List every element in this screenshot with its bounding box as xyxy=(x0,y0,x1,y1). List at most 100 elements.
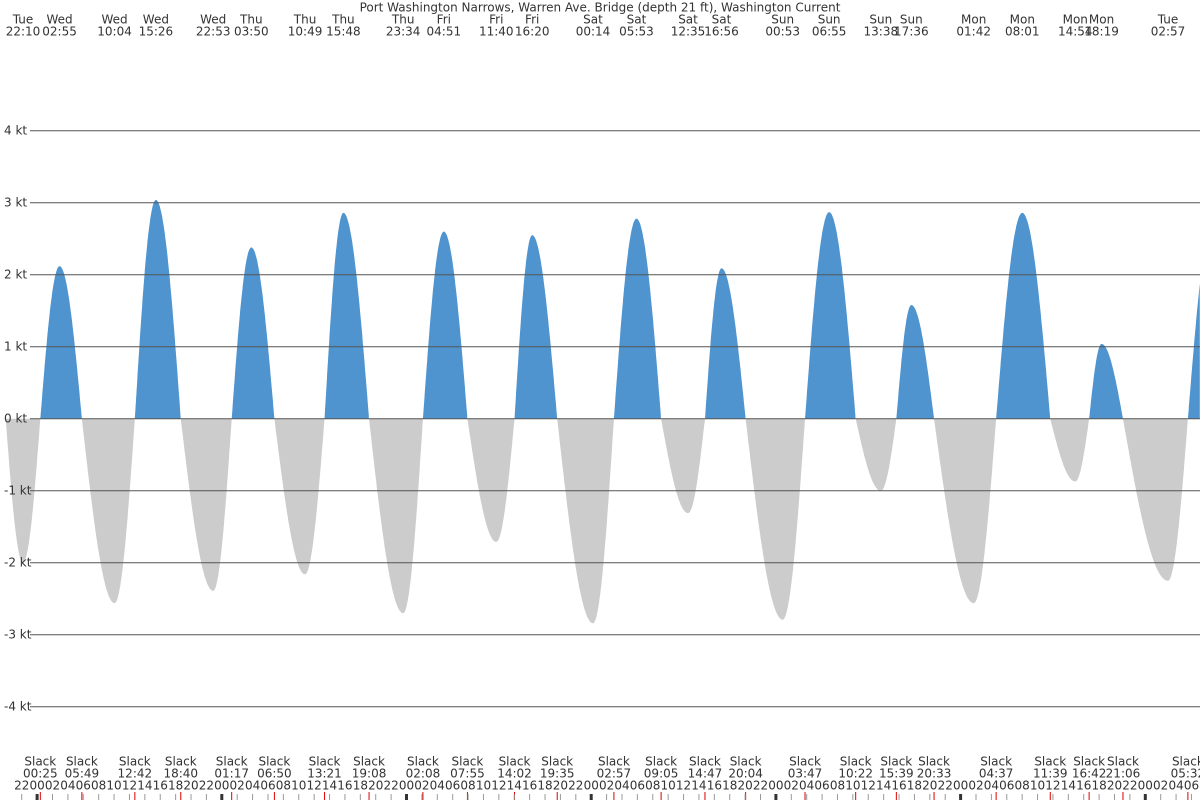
slack-time: 20:33 xyxy=(917,767,952,781)
slack-time: 10:22 xyxy=(838,767,873,781)
slack-time: 13:21 xyxy=(307,767,342,781)
extreme-time: 03:50 xyxy=(234,25,269,39)
slack-time: 05:32 xyxy=(1171,767,1200,781)
extreme-day: Thu xyxy=(331,13,355,27)
hour-label: 12 xyxy=(1045,779,1060,793)
hour-label: 10 xyxy=(1030,779,1045,793)
hour-label: 08 xyxy=(91,779,106,793)
slack-time: 03:47 xyxy=(788,767,823,781)
extreme-day: Wed xyxy=(46,13,72,27)
hour-label: 14 xyxy=(322,779,337,793)
chart-title: Port Washington Narrows, Warren Ave. Bri… xyxy=(360,1,841,15)
flood-lobe xyxy=(134,199,181,419)
slack-time: 14:02 xyxy=(497,767,532,781)
hour-label: 08 xyxy=(645,779,660,793)
hour-label: 14 xyxy=(691,779,706,793)
flood-lobe xyxy=(996,212,1050,419)
extreme-day: Sun xyxy=(869,13,892,27)
hour-label: 20 xyxy=(922,779,937,793)
hour-label: 08 xyxy=(830,779,845,793)
ebb-lobe xyxy=(369,418,423,614)
hour-label: 00 xyxy=(399,779,414,793)
hour-label: 16 xyxy=(337,779,352,793)
slack-label: Slack xyxy=(689,755,721,769)
hour-label: 22 xyxy=(14,779,29,793)
hour-label: 18 xyxy=(353,779,368,793)
hour-label: 10 xyxy=(291,779,306,793)
y-tick-label: -4 kt xyxy=(4,699,32,713)
extreme-time: 06:55 xyxy=(812,25,847,39)
extreme-day: Mon xyxy=(1063,13,1088,27)
flood-lobe xyxy=(613,218,661,419)
y-tick-label: -3 kt xyxy=(4,627,32,641)
extreme-day: Thu xyxy=(391,13,415,27)
slack-label: Slack xyxy=(1107,755,1139,769)
slack-label: Slack xyxy=(119,755,151,769)
ebb-lobe xyxy=(934,418,996,604)
extreme-day: Tue xyxy=(1157,13,1179,27)
hour-label: 00 xyxy=(953,779,968,793)
extreme-day: Fri xyxy=(489,13,503,27)
hour-label: 16 xyxy=(1076,779,1091,793)
hour-label: 14 xyxy=(1061,779,1076,793)
extreme-time: 23:34 xyxy=(386,25,421,39)
ebb-lobe xyxy=(467,418,515,542)
y-tick-label: 1 kt xyxy=(4,339,27,353)
ebb-lobe xyxy=(745,418,805,620)
hour-label: 06 xyxy=(1184,779,1199,793)
extreme-time: 11:40 xyxy=(479,25,514,39)
extreme-day: Tue xyxy=(12,13,34,27)
extreme-day: Thu xyxy=(239,13,263,27)
slack-time: 07:55 xyxy=(450,767,485,781)
hour-label: 22 xyxy=(1122,779,1137,793)
y-tick-label: -2 kt xyxy=(4,555,32,569)
hour-label: 20 xyxy=(368,779,383,793)
slack-label: Slack xyxy=(645,755,677,769)
hour-label: 08 xyxy=(460,779,475,793)
extreme-day: Wed xyxy=(200,13,226,27)
ebb-lobe xyxy=(81,418,135,604)
ebb-lobe xyxy=(1050,418,1090,482)
flood-lobe xyxy=(704,268,746,419)
slack-time: 16:42 xyxy=(1072,767,1107,781)
slack-time: 19:35 xyxy=(540,767,575,781)
slack-label: Slack xyxy=(918,755,950,769)
hour-label: 18 xyxy=(537,779,552,793)
slack-label: Slack xyxy=(499,755,531,769)
slack-time: 05:49 xyxy=(65,767,100,781)
hour-label: 06 xyxy=(814,779,829,793)
flood-lobe xyxy=(514,235,558,419)
extreme-time: 01:42 xyxy=(956,25,991,39)
hour-label: 12 xyxy=(861,779,876,793)
extreme-time: 16:56 xyxy=(704,25,739,39)
hour-label: 02 xyxy=(1153,779,1168,793)
hour-label: 12 xyxy=(491,779,506,793)
hour-label: 22 xyxy=(753,779,768,793)
hour-label: 04 xyxy=(984,779,999,793)
slack-time: 04:37 xyxy=(979,767,1014,781)
ebb-lobe xyxy=(274,418,325,575)
hour-label: 06 xyxy=(445,779,460,793)
hour-label: 20 xyxy=(737,779,752,793)
hour-label: 04 xyxy=(1168,779,1183,793)
hour-label: 22 xyxy=(199,779,214,793)
hour-label: 18 xyxy=(722,779,737,793)
extreme-day: Wed xyxy=(143,13,169,27)
hour-label: 22 xyxy=(938,779,953,793)
slack-label: Slack xyxy=(407,755,439,769)
slack-label: Slack xyxy=(1073,755,1105,769)
y-tick-label: -1 kt xyxy=(4,483,32,497)
hour-label: 10 xyxy=(845,779,860,793)
extreme-day: Thu xyxy=(293,13,317,27)
hour-label: 00 xyxy=(1138,779,1153,793)
hour-label: 00 xyxy=(214,779,229,793)
ebb-lobe xyxy=(557,418,614,624)
slack-time: 01:17 xyxy=(214,767,249,781)
slack-time: 12:42 xyxy=(118,767,153,781)
slack-label: Slack xyxy=(1172,755,1200,769)
ebb-lobe xyxy=(661,418,705,514)
hour-label: 16 xyxy=(707,779,722,793)
extreme-time: 08:01 xyxy=(1005,25,1040,39)
extreme-time: 02:55 xyxy=(42,25,77,39)
hour-label: 00 xyxy=(768,779,783,793)
